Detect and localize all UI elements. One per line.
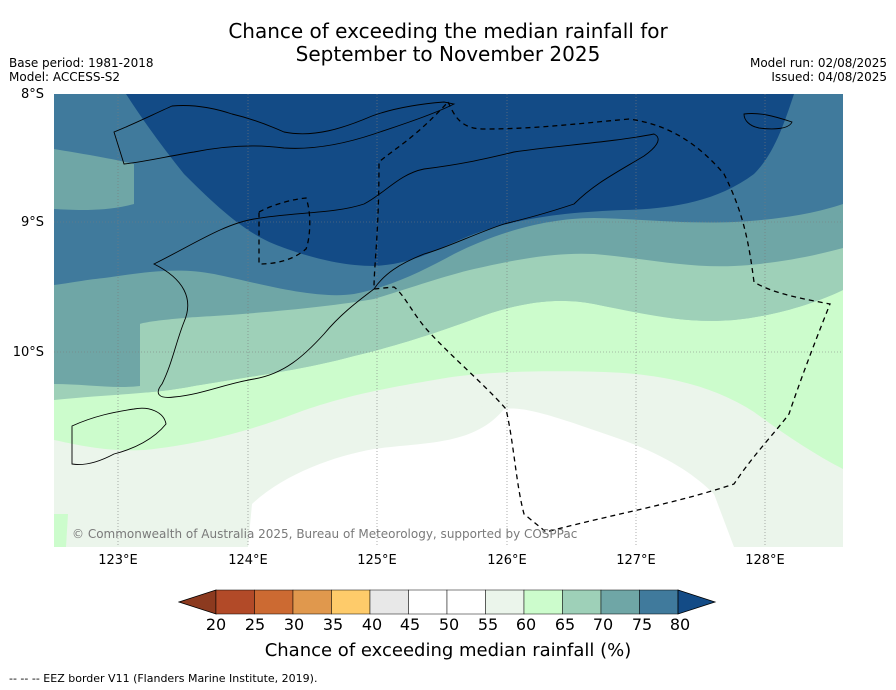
- band-45-55: [248, 408, 734, 547]
- eez-border-oecusse: [258, 197, 311, 265]
- band-60-65-corner: [54, 514, 68, 547]
- colorbar-extend-high: [677, 589, 717, 615]
- lon-label-126e: 126°E: [487, 553, 527, 568]
- map-title: Chance of exceeding the median rainfall …: [0, 20, 896, 66]
- model-name: Model: ACCESS-S2: [9, 70, 121, 84]
- colorbar-bin: [523, 589, 563, 615]
- cb-tick-70: 70: [592, 615, 614, 634]
- colorbar-bin: [292, 589, 332, 615]
- colorbar-bin: [215, 589, 255, 615]
- timor-island: [152, 133, 659, 398]
- cb-tick-80: 80: [669, 615, 691, 634]
- colorbar-bin: [254, 589, 294, 615]
- model-run: Model run: 02/08/2025: [749, 56, 887, 70]
- cb-tick-20: 20: [205, 615, 227, 634]
- colorbar: [178, 589, 717, 615]
- colorbar-bin: [369, 589, 409, 615]
- lon-label-123e: 123°E: [98, 553, 138, 568]
- cb-tick-35: 35: [322, 615, 344, 634]
- colorbar-title: Chance of exceeding median rainfall (%): [264, 640, 632, 661]
- lat-label-10s: 10°S: [12, 345, 44, 360]
- rote-island: [71, 407, 167, 465]
- lon-label-124e: 124°E: [228, 553, 268, 568]
- cb-tick-60: 60: [515, 615, 537, 634]
- rainfall-map: [54, 94, 843, 547]
- issued-date: Issued: 04/08/2025: [771, 70, 887, 84]
- cb-tick-65: 65: [554, 615, 576, 634]
- base-period: Base period: 1981-2018: [9, 56, 154, 70]
- lon-label-128e: 128°E: [745, 553, 785, 568]
- copyright-notice: © Commonwealth of Australia 2025, Bureau…: [72, 527, 578, 541]
- cb-tick-45: 45: [399, 615, 421, 634]
- colorbar-bin: [485, 589, 525, 615]
- colorbar-bin: [446, 589, 486, 615]
- band-70-75-pocket: [54, 149, 134, 210]
- meta-right: Model run: 02/08/2025 Issued: 04/08/2025: [750, 56, 887, 84]
- cb-tick-55: 55: [477, 615, 499, 634]
- cb-tick-50: 50: [438, 615, 460, 634]
- island-east: [743, 113, 793, 130]
- lat-label-8s: 8°S: [20, 87, 44, 102]
- cb-tick-40: 40: [361, 615, 383, 634]
- colorbar-bin: [562, 589, 602, 615]
- colorbar-bin: [331, 589, 371, 615]
- colorbar-bin: [408, 589, 448, 615]
- cb-tick-75: 75: [631, 615, 653, 634]
- flores-coast: [113, 101, 456, 165]
- band-over-80: [126, 94, 843, 266]
- graticule: [54, 94, 843, 547]
- colorbar-bin: [600, 589, 640, 615]
- lon-label-125e: 125°E: [357, 553, 397, 568]
- lon-label-127e: 127°E: [616, 553, 656, 568]
- title-line-1: Chance of exceeding the median rainfall …: [228, 19, 668, 43]
- title-line-2: September to November 2025: [295, 42, 601, 66]
- lat-label-9s: 9°S: [20, 215, 44, 230]
- footer-note: -- -- -- EEZ border V11 (Flanders Marine…: [9, 672, 318, 685]
- cb-tick-30: 30: [283, 615, 305, 634]
- cb-tick-25: 25: [244, 615, 266, 634]
- colorbar-bin: [639, 589, 679, 615]
- coastlines: [71, 101, 793, 465]
- meta-left: Base period: 1981-2018 Model: ACCESS-S2: [9, 56, 154, 84]
- eez-border: [373, 100, 831, 533]
- colorbar-extend-low: [178, 589, 217, 615]
